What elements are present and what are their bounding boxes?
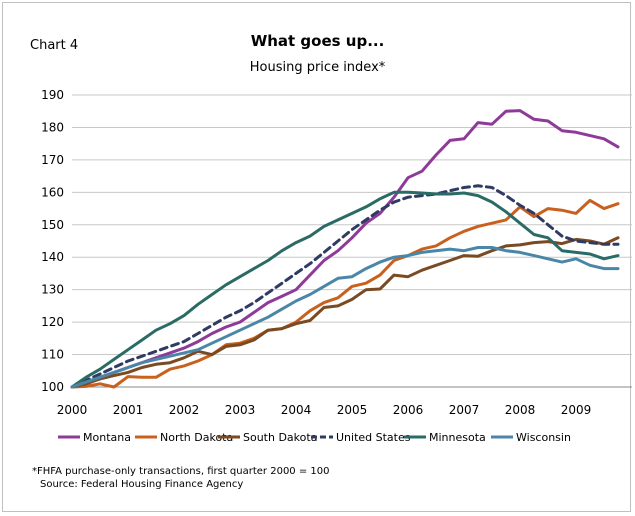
legend-label-north-dakota: North Dakota bbox=[160, 431, 233, 444]
y-tick-label-130: 130 bbox=[41, 283, 64, 297]
series-line-minnesota bbox=[70, 190, 620, 389]
y-tick-label-150: 150 bbox=[41, 218, 64, 232]
legend-label-montana: Montana bbox=[83, 431, 131, 444]
series-line-south-dakota bbox=[70, 236, 620, 389]
x-tick-label-2007: 2007 bbox=[449, 403, 480, 417]
legend-label-minnesota: Minnesota bbox=[429, 431, 486, 444]
legend-label-wisconsin: Wisconsin bbox=[516, 431, 571, 444]
y-tick-label-160: 160 bbox=[41, 185, 64, 199]
series-line-united-states bbox=[70, 184, 620, 389]
x-tick-label-2004: 2004 bbox=[281, 403, 312, 417]
chart-subtitle: Housing price index* bbox=[249, 60, 386, 75]
y-tick-label-140: 140 bbox=[41, 250, 64, 264]
y-tick-label-180: 180 bbox=[41, 120, 64, 134]
legend-label-united-states: United States bbox=[336, 431, 411, 444]
footnote-source: Source: Federal Housing Finance Agency bbox=[40, 479, 244, 490]
x-tick-label-2008: 2008 bbox=[505, 403, 536, 417]
series-line-north-dakota bbox=[70, 198, 620, 389]
chart-number-label: Chart 4 bbox=[30, 38, 79, 53]
x-tick-label-2001: 2001 bbox=[113, 403, 144, 417]
x-tick-label-2003: 2003 bbox=[225, 403, 256, 417]
series-line-wisconsin bbox=[70, 246, 620, 389]
x-tick-label-2009: 2009 bbox=[561, 403, 592, 417]
footnote-index-note: *FHFA purchase-only transactions, first … bbox=[32, 466, 330, 477]
y-tick-label-120: 120 bbox=[41, 315, 64, 329]
x-tick-label-2006: 2006 bbox=[393, 403, 424, 417]
y-tick-label-170: 170 bbox=[41, 153, 64, 167]
x-tick-label-2000: 2000 bbox=[57, 403, 88, 417]
y-tick-label-110: 110 bbox=[41, 348, 64, 362]
y-tick-label-100: 100 bbox=[41, 380, 64, 394]
x-tick-label-2005: 2005 bbox=[337, 403, 368, 417]
legend-label-south-dakota: South Dakota bbox=[243, 431, 317, 444]
chart-title: What goes up... bbox=[250, 32, 385, 50]
y-tick-label-190: 190 bbox=[41, 88, 64, 102]
x-tick-label-2002: 2002 bbox=[169, 403, 200, 417]
series-line-montana bbox=[70, 109, 620, 389]
